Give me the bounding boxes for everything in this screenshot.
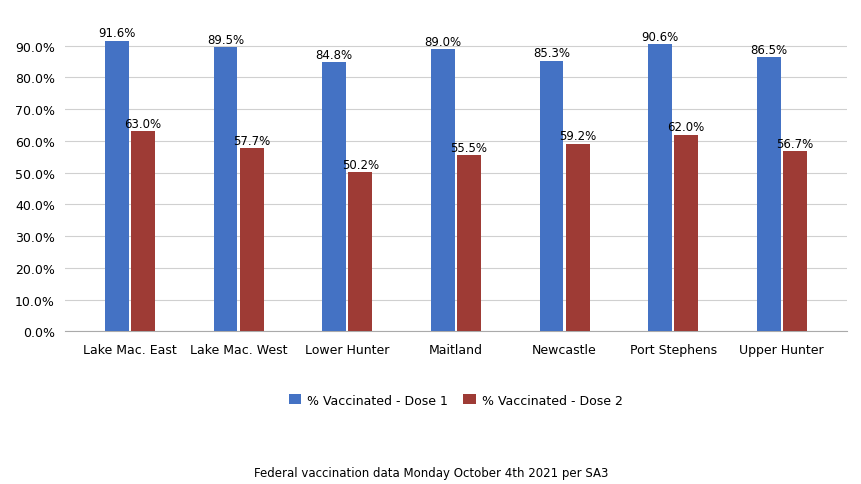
Bar [782,152,806,332]
Text: 56.7%: 56.7% [775,138,813,151]
Text: 50.2%: 50.2% [341,159,378,171]
Text: 85.3%: 85.3% [532,47,569,60]
Text: 89.5%: 89.5% [207,34,244,47]
Bar [456,156,480,332]
Text: Federal vaccination data Monday October 4th 2021 per SA3: Federal vaccination data Monday October … [253,466,608,479]
Text: 57.7%: 57.7% [232,135,269,148]
Text: 89.0%: 89.0% [424,36,461,48]
Bar [105,42,128,332]
Text: 59.2%: 59.2% [558,130,596,143]
Text: 63.0%: 63.0% [124,118,161,131]
Bar [348,173,372,332]
Text: 84.8%: 84.8% [315,49,352,62]
Text: 86.5%: 86.5% [749,44,786,57]
Text: 91.6%: 91.6% [98,27,135,40]
Text: 55.5%: 55.5% [450,142,486,155]
Bar [214,48,237,332]
Bar [647,45,672,332]
Bar [756,58,780,332]
Bar [430,50,455,332]
Bar [673,136,697,332]
Text: 62.0%: 62.0% [666,121,704,134]
Legend: % Vaccinated - Dose 1, % Vaccinated - Dose 2: % Vaccinated - Dose 1, % Vaccinated - Do… [283,389,628,412]
Bar [131,132,155,332]
Bar [565,144,589,332]
Bar [322,63,346,332]
Text: 90.6%: 90.6% [641,30,678,44]
Bar [539,61,563,332]
Bar [239,149,263,332]
